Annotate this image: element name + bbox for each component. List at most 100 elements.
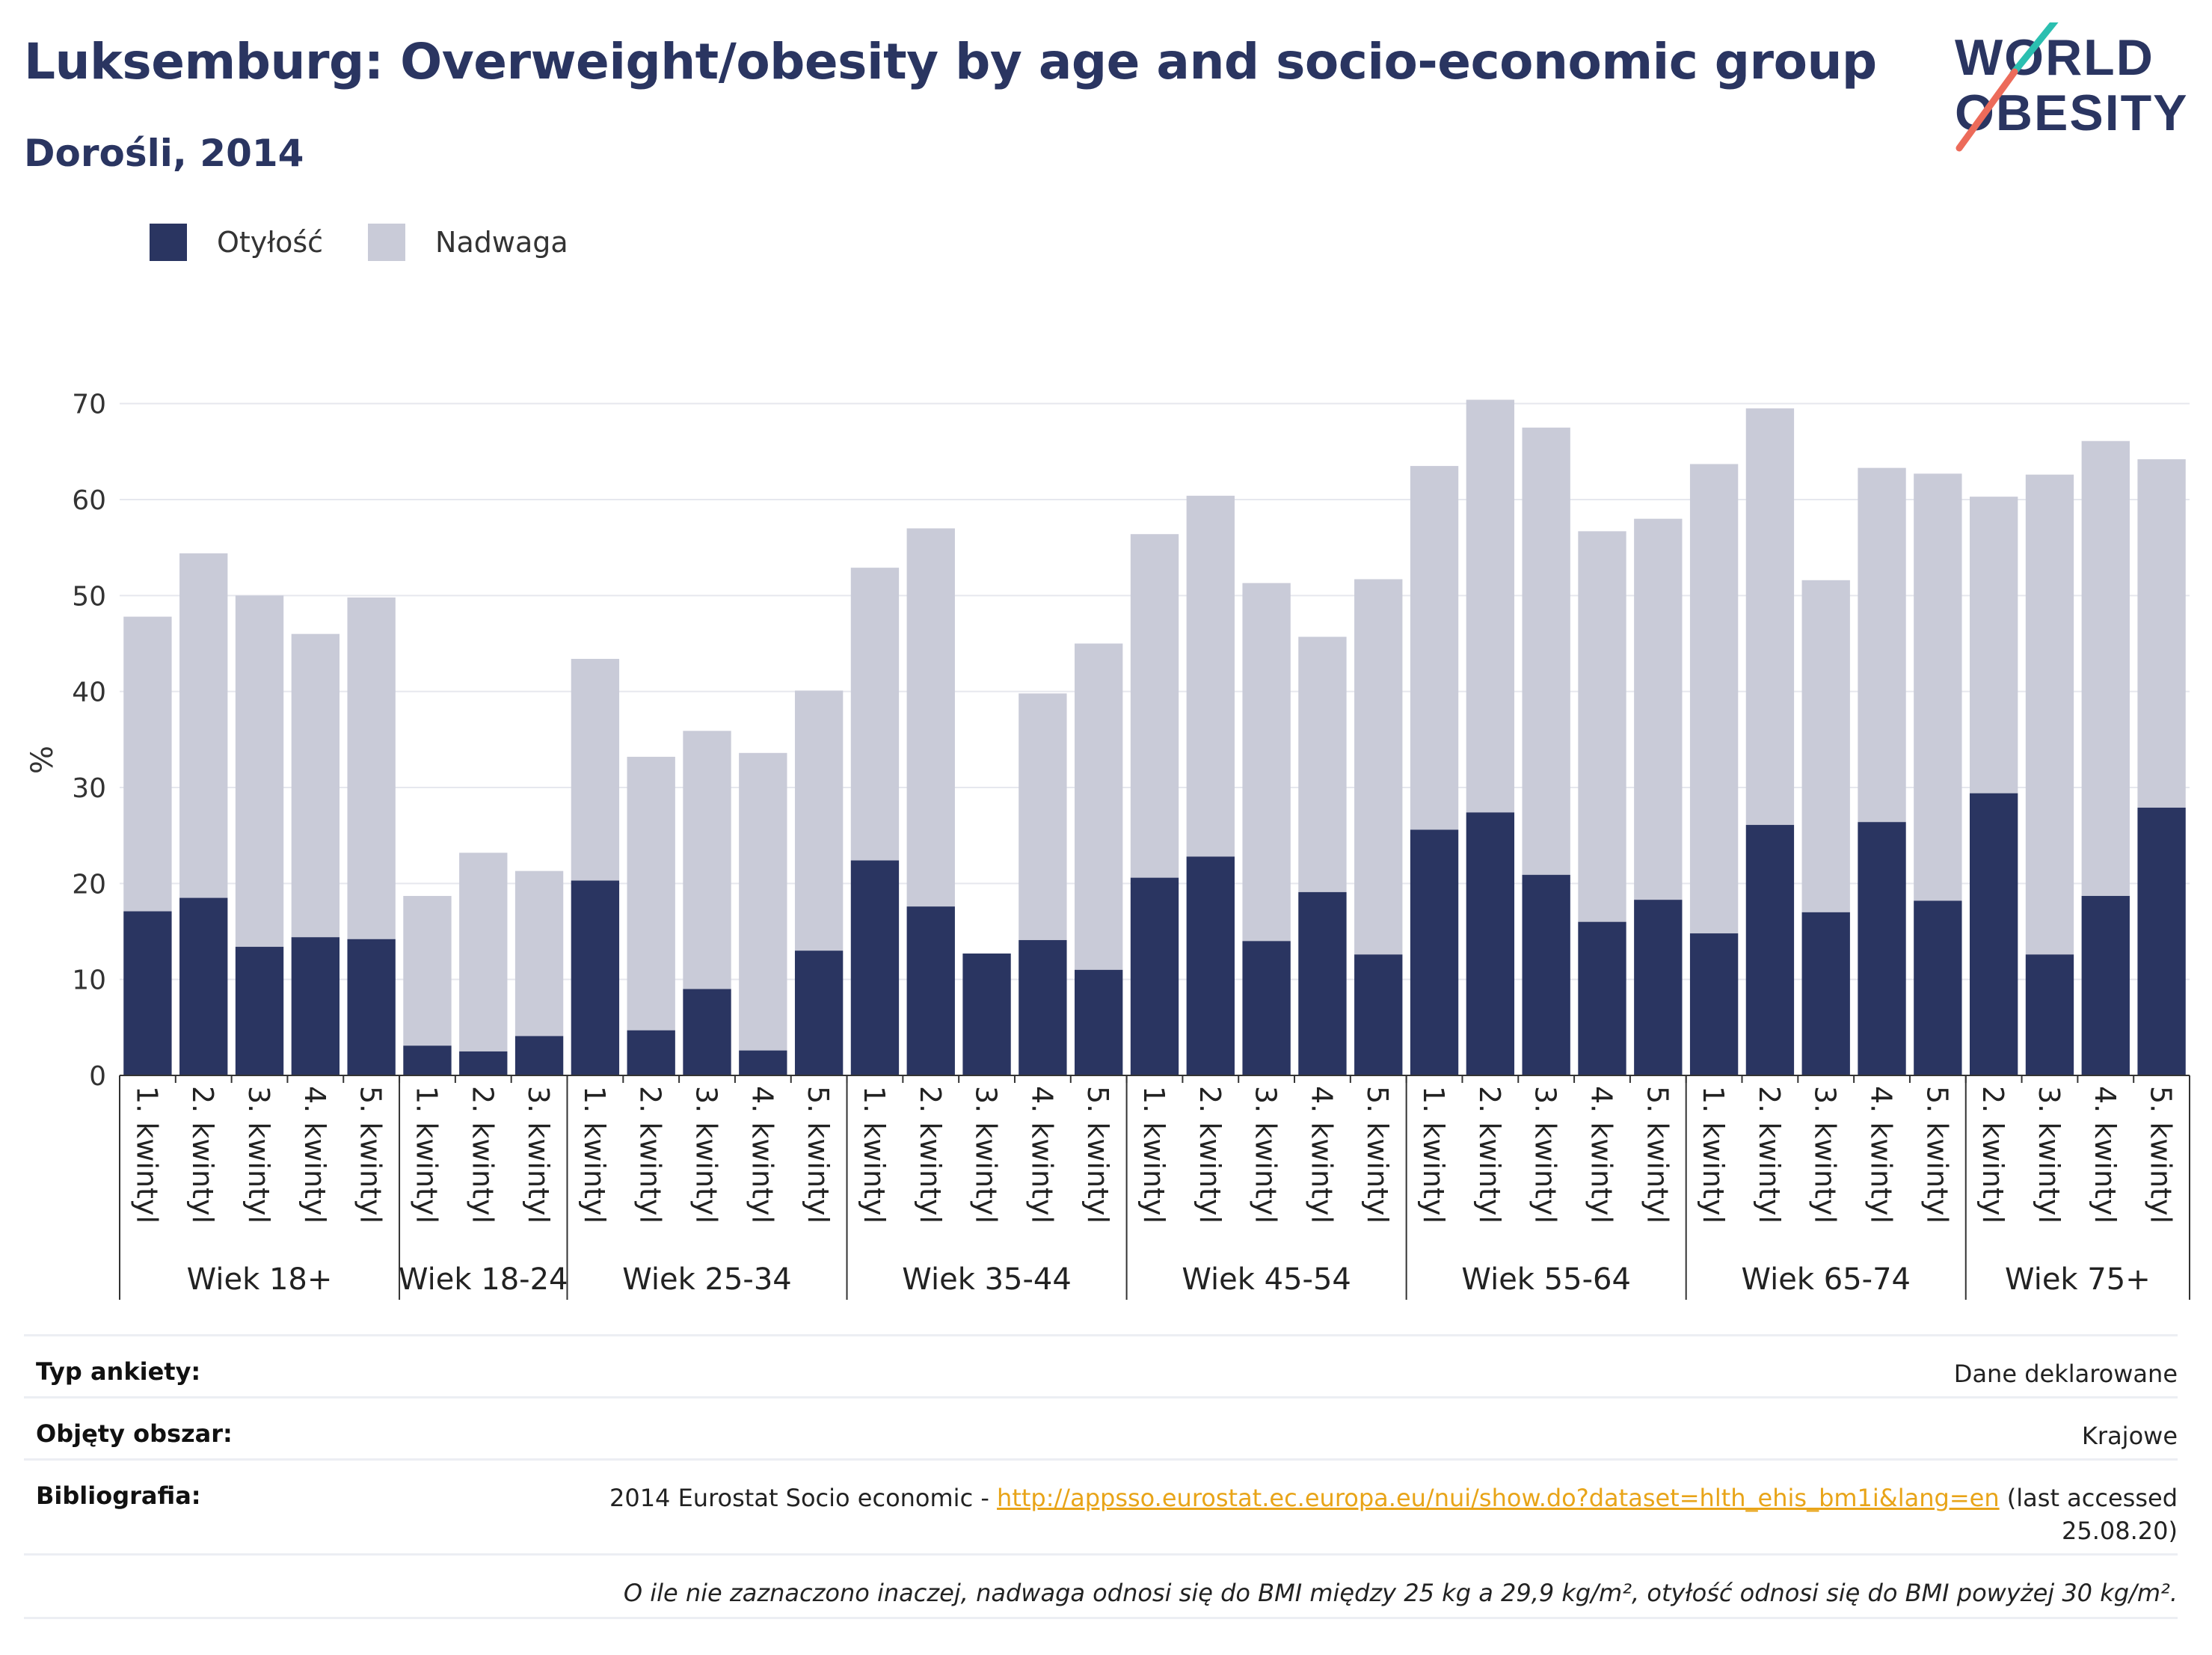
y-tick-label: 70 — [72, 390, 106, 420]
x-category-label: 2. kwintyl — [1753, 1086, 1786, 1223]
survey-type-label: Typ ankiety: — [36, 1357, 201, 1386]
logo-text-world: WORLD — [1955, 29, 2154, 86]
bar-obesity — [1634, 900, 1683, 1075]
x-category-label: 5. kwintyl — [1361, 1086, 1394, 1223]
bar-overweight — [739, 752, 787, 1051]
bar-overweight — [1914, 473, 1962, 901]
bar-obesity — [459, 1051, 508, 1075]
bar-obesity — [1186, 856, 1235, 1075]
y-tick-label: 50 — [72, 581, 106, 612]
logo-slash-coral — [1956, 68, 2018, 152]
x-category-label: 3. kwintyl — [1529, 1086, 1562, 1223]
x-category-label: 2. kwintyl — [1976, 1086, 2009, 1223]
x-category-label: 1. kwintyl — [1137, 1086, 1170, 1223]
x-category-label: 1. kwintyl — [858, 1086, 891, 1223]
bar-overweight — [1634, 518, 1683, 900]
bar-overweight — [2137, 459, 2186, 808]
x-category-label: 2. kwintyl — [466, 1086, 499, 1223]
bar-obesity — [1466, 812, 1515, 1075]
x-category-label: 1. kwintyl — [1417, 1086, 1450, 1223]
x-category-label: 1. kwintyl — [1697, 1086, 1730, 1223]
bar-overweight — [123, 616, 172, 912]
x-category-label: 5. kwintyl — [1920, 1086, 1953, 1223]
bibliography-suffix: (last accessed — [1999, 1484, 2178, 1512]
bar-overweight — [794, 690, 844, 951]
bar-obesity — [1075, 969, 1123, 1075]
bar-obesity — [683, 989, 731, 1075]
x-category-label: 5. kwintyl — [2145, 1086, 2178, 1223]
x-category-label: 2. kwintyl — [1473, 1086, 1506, 1223]
x-category-label: 3. kwintyl — [970, 1086, 1003, 1223]
definition-note: O ile nie zaznaczono inaczej, nadwaga od… — [623, 1579, 2178, 1607]
bar-obesity — [403, 1045, 452, 1075]
bar-obesity — [1858, 822, 1906, 1075]
bar-overweight — [571, 659, 620, 881]
x-group-label: Wiek 18-24 — [399, 1262, 568, 1297]
legend-item-obesity: Otyłość — [150, 224, 323, 261]
coverage-label: Objęty obszar: — [36, 1419, 233, 1448]
bar-obesity — [235, 947, 284, 1075]
x-group-label: Wiek 25-34 — [622, 1262, 792, 1297]
bibliography-label: Bibliografia: — [36, 1481, 201, 1510]
info-row-note: O ile nie zaznaczono inaczej, nadwaga od… — [24, 1553, 2178, 1619]
x-group-label: Wiek 65-74 — [1741, 1262, 1911, 1297]
y-tick-label: 0 — [89, 1061, 106, 1092]
bar-overweight — [2081, 440, 2130, 897]
x-category-label: 1. kwintyl — [578, 1086, 611, 1223]
bar-obesity — [571, 880, 620, 1075]
bar-obesity — [794, 951, 844, 1075]
y-axis-label: % — [25, 746, 60, 774]
bar-obesity — [627, 1030, 675, 1075]
bar-overweight — [850, 568, 900, 861]
x-category-label: 2. kwintyl — [914, 1086, 947, 1223]
bibliography-link[interactable]: http://appsso.eurostat.ec.europa.eu/nui/… — [997, 1484, 2000, 1512]
bar-overweight — [179, 553, 228, 898]
x-group-label: Wiek 35-44 — [902, 1262, 1072, 1297]
bar-obesity — [1522, 874, 1570, 1075]
bar-obesity — [1354, 954, 1403, 1075]
y-tick-label: 20 — [72, 869, 106, 900]
bar-obesity — [2137, 807, 2186, 1075]
bar-obesity — [850, 860, 900, 1075]
bar-overweight — [1858, 467, 1906, 823]
bibliography-date: 25.08.20) — [2062, 1517, 2178, 1545]
x-category-label: 2. kwintyl — [186, 1086, 219, 1223]
info-row-bibliography: Bibliografia: 2014 Eurostat Socio econom… — [24, 1458, 2178, 1553]
x-group-label: Wiek 18+ — [187, 1262, 333, 1297]
logo-slash-teal — [2009, 22, 2059, 77]
x-category-label: 4. kwintyl — [298, 1086, 331, 1223]
bibliography-prefix: 2014 Eurostat Socio economic - — [609, 1484, 998, 1512]
bar-overweight — [1130, 534, 1179, 878]
bar-obesity — [514, 1036, 564, 1075]
bar-overweight — [291, 633, 340, 938]
world-obesity-logo: WORLD OBESITY — [1955, 22, 2187, 152]
bar-overweight — [1186, 495, 1235, 857]
bar-obesity — [906, 906, 955, 1075]
bar-overweight — [1466, 399, 1515, 813]
y-tick-label: 60 — [72, 485, 106, 516]
x-group-label: Wiek 55-64 — [1461, 1262, 1631, 1297]
bar-chart: 0 10 20 30 40 50 60 70% 1. kwintyl 2. kwintyl 3. k… — [25, 390, 2190, 1300]
bar-overweight — [1801, 580, 1850, 912]
bar-overweight — [1410, 466, 1459, 830]
legend-label-overweight: Nadwaga — [435, 226, 568, 259]
x-category-label: 3. kwintyl — [2033, 1086, 2065, 1223]
bar-overweight — [403, 896, 452, 1046]
bar-obesity — [1801, 912, 1850, 1075]
x-category-label: 3. kwintyl — [242, 1086, 275, 1223]
bar-overweight — [1242, 583, 1291, 942]
x-category-label: 1. kwintyl — [410, 1086, 443, 1223]
x-category-label: 5. kwintyl — [802, 1086, 835, 1223]
info-row-coverage: Objęty obszar: Krajowe — [24, 1396, 2178, 1458]
coverage-value: Krajowe — [2081, 1422, 2178, 1450]
bar-overweight — [235, 595, 284, 948]
legend-label-obesity: Otyłość — [217, 226, 324, 259]
bar-obesity — [1242, 941, 1291, 1075]
bar-obesity — [2025, 954, 2074, 1075]
bar-obesity — [179, 897, 228, 1075]
x-category-label: 4. kwintyl — [1305, 1086, 1338, 1223]
y-tick-label: 40 — [72, 678, 106, 708]
bar-overweight — [1019, 693, 1067, 941]
bar-obesity — [1130, 877, 1179, 1075]
bar-overweight — [2025, 474, 2074, 955]
